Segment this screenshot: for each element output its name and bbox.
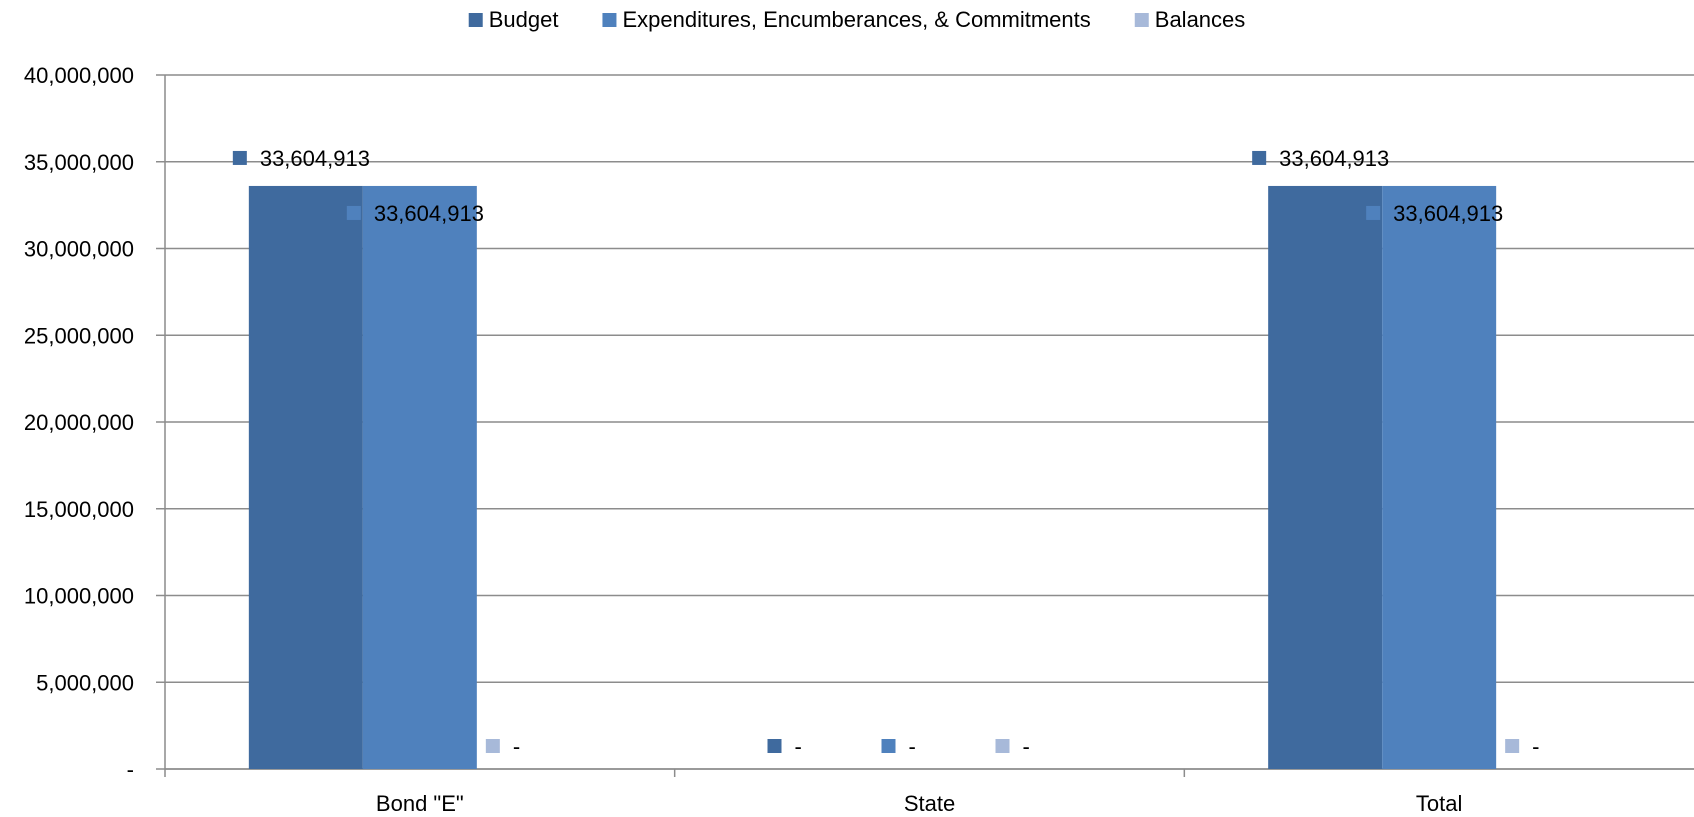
data-label-marker xyxy=(346,205,361,220)
y-tick-label: 35,000,000 xyxy=(24,150,134,175)
x-axis: Bond "E" State Total xyxy=(165,768,1694,816)
data-label-marker xyxy=(1505,739,1520,753)
legend-swatch xyxy=(468,13,483,27)
bar xyxy=(1382,185,1497,769)
data-label: - xyxy=(909,734,916,759)
y-tick-label: 25,000,000 xyxy=(24,323,134,348)
data-label: - xyxy=(513,734,520,759)
data-label-marker xyxy=(767,739,782,753)
data-label: - xyxy=(1023,734,1030,759)
legend-label: Budget xyxy=(489,7,559,32)
bars xyxy=(248,185,1497,769)
y-tick-label: 10,000,000 xyxy=(24,584,134,609)
data-label: 33,604,913 xyxy=(260,146,370,171)
data-label-marker xyxy=(881,739,896,753)
data-label: 33,604,913 xyxy=(1279,146,1389,171)
legend-label: Expenditures, Encumberances, & Commitmen… xyxy=(622,7,1090,32)
data-label: - xyxy=(795,734,802,759)
bar xyxy=(1268,185,1383,769)
legend-swatch xyxy=(1134,13,1149,27)
bar xyxy=(248,185,363,769)
data-label: 33,604,913 xyxy=(374,201,484,226)
y-tick-label: 40,000,000 xyxy=(24,63,134,88)
legend-label: Balances xyxy=(1155,7,1246,32)
data-label: - xyxy=(1532,734,1539,759)
data-labels: 33,604,913 33,604,913 - - - - 33,604,913 33,604… xyxy=(232,146,1539,759)
y-tick-label: 30,000,000 xyxy=(24,237,134,262)
legend-swatch xyxy=(602,13,617,27)
data-label: 33,604,913 xyxy=(1393,201,1503,226)
category-label: State xyxy=(904,791,955,816)
y-tick-label: 15,000,000 xyxy=(24,497,134,522)
y-tick-label: - xyxy=(127,757,134,782)
legend: Budget Expenditures, Encumberances, & Com… xyxy=(468,7,1246,32)
y-tick-label: 5,000,000 xyxy=(36,670,134,695)
data-label-marker xyxy=(232,150,247,165)
data-label-marker xyxy=(995,739,1010,753)
data-label-marker xyxy=(485,739,500,753)
bar xyxy=(362,185,477,769)
data-label-marker xyxy=(1366,205,1381,220)
category-label: Bond "E" xyxy=(376,791,464,816)
data-label-marker xyxy=(1252,150,1267,165)
y-axis: - 5,000,000 10,000,000 15,000,000 20,000,000… xyxy=(24,63,166,782)
y-tick-label: 20,000,000 xyxy=(24,410,134,435)
category-label: Total xyxy=(1416,791,1462,816)
